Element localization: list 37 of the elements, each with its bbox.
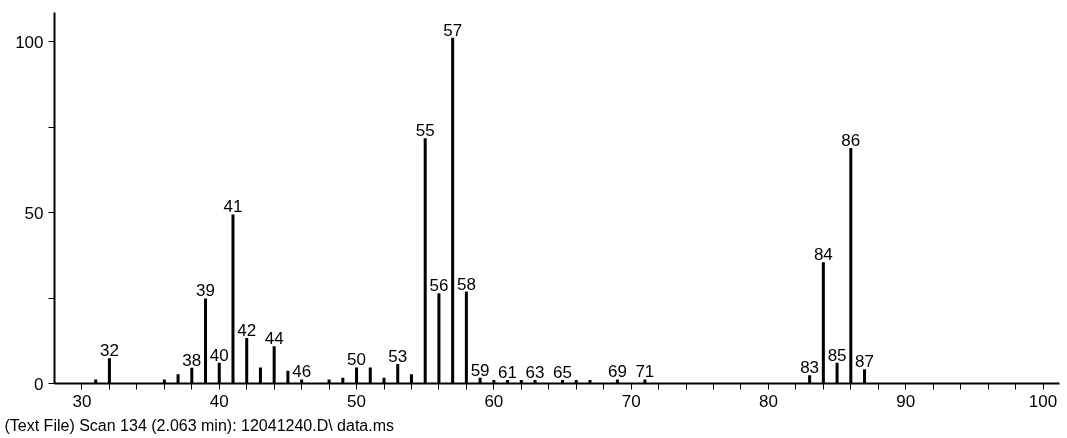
x-tick-label: 80 [758,391,778,411]
annotation: 55 [415,121,435,141]
x-tick-label: 40 [209,391,229,411]
annotation: 65 [553,363,572,383]
annotation: 46 [292,362,312,382]
annotation: 42 [237,321,257,341]
annotation: 32 [99,341,119,361]
y-tick-label: 0 [34,374,44,394]
annotation: 38 [182,350,202,370]
annotation: 59 [470,360,490,380]
x-tick-label: 50 [347,391,367,411]
annotation: 58 [456,274,476,294]
annotation: 57 [443,20,463,40]
x-tick-label: 30 [72,391,92,411]
annotation: 71 [635,362,655,382]
annotation: 85 [827,345,847,365]
x-tick-label: 100 [1028,391,1058,411]
y-tick-label: 50 [24,203,44,223]
annotation: 56 [429,276,449,296]
y-tick-label: 100 [15,32,44,52]
annotation: 39 [196,281,215,301]
annotation: 53 [388,347,408,367]
x-tick-label: 70 [621,391,641,411]
annotation: 87 [855,352,875,372]
annotation: 44 [264,329,284,349]
annotation: 69 [607,362,627,382]
annotation: 63 [525,363,545,383]
x-tick-label: 90 [896,391,916,411]
x-tick-label: 60 [484,391,504,411]
annotation: 50 [347,350,367,370]
annotation: 61 [498,363,518,383]
annotation: 41 [223,197,243,217]
annotation: 40 [209,345,229,365]
annotation: 83 [800,358,820,378]
text: (Text File) Scan 134 (2.063 min): 12041240.D\ data.ms [4,416,395,434]
annotation: 86 [841,131,861,151]
annotation: 84 [813,245,833,265]
